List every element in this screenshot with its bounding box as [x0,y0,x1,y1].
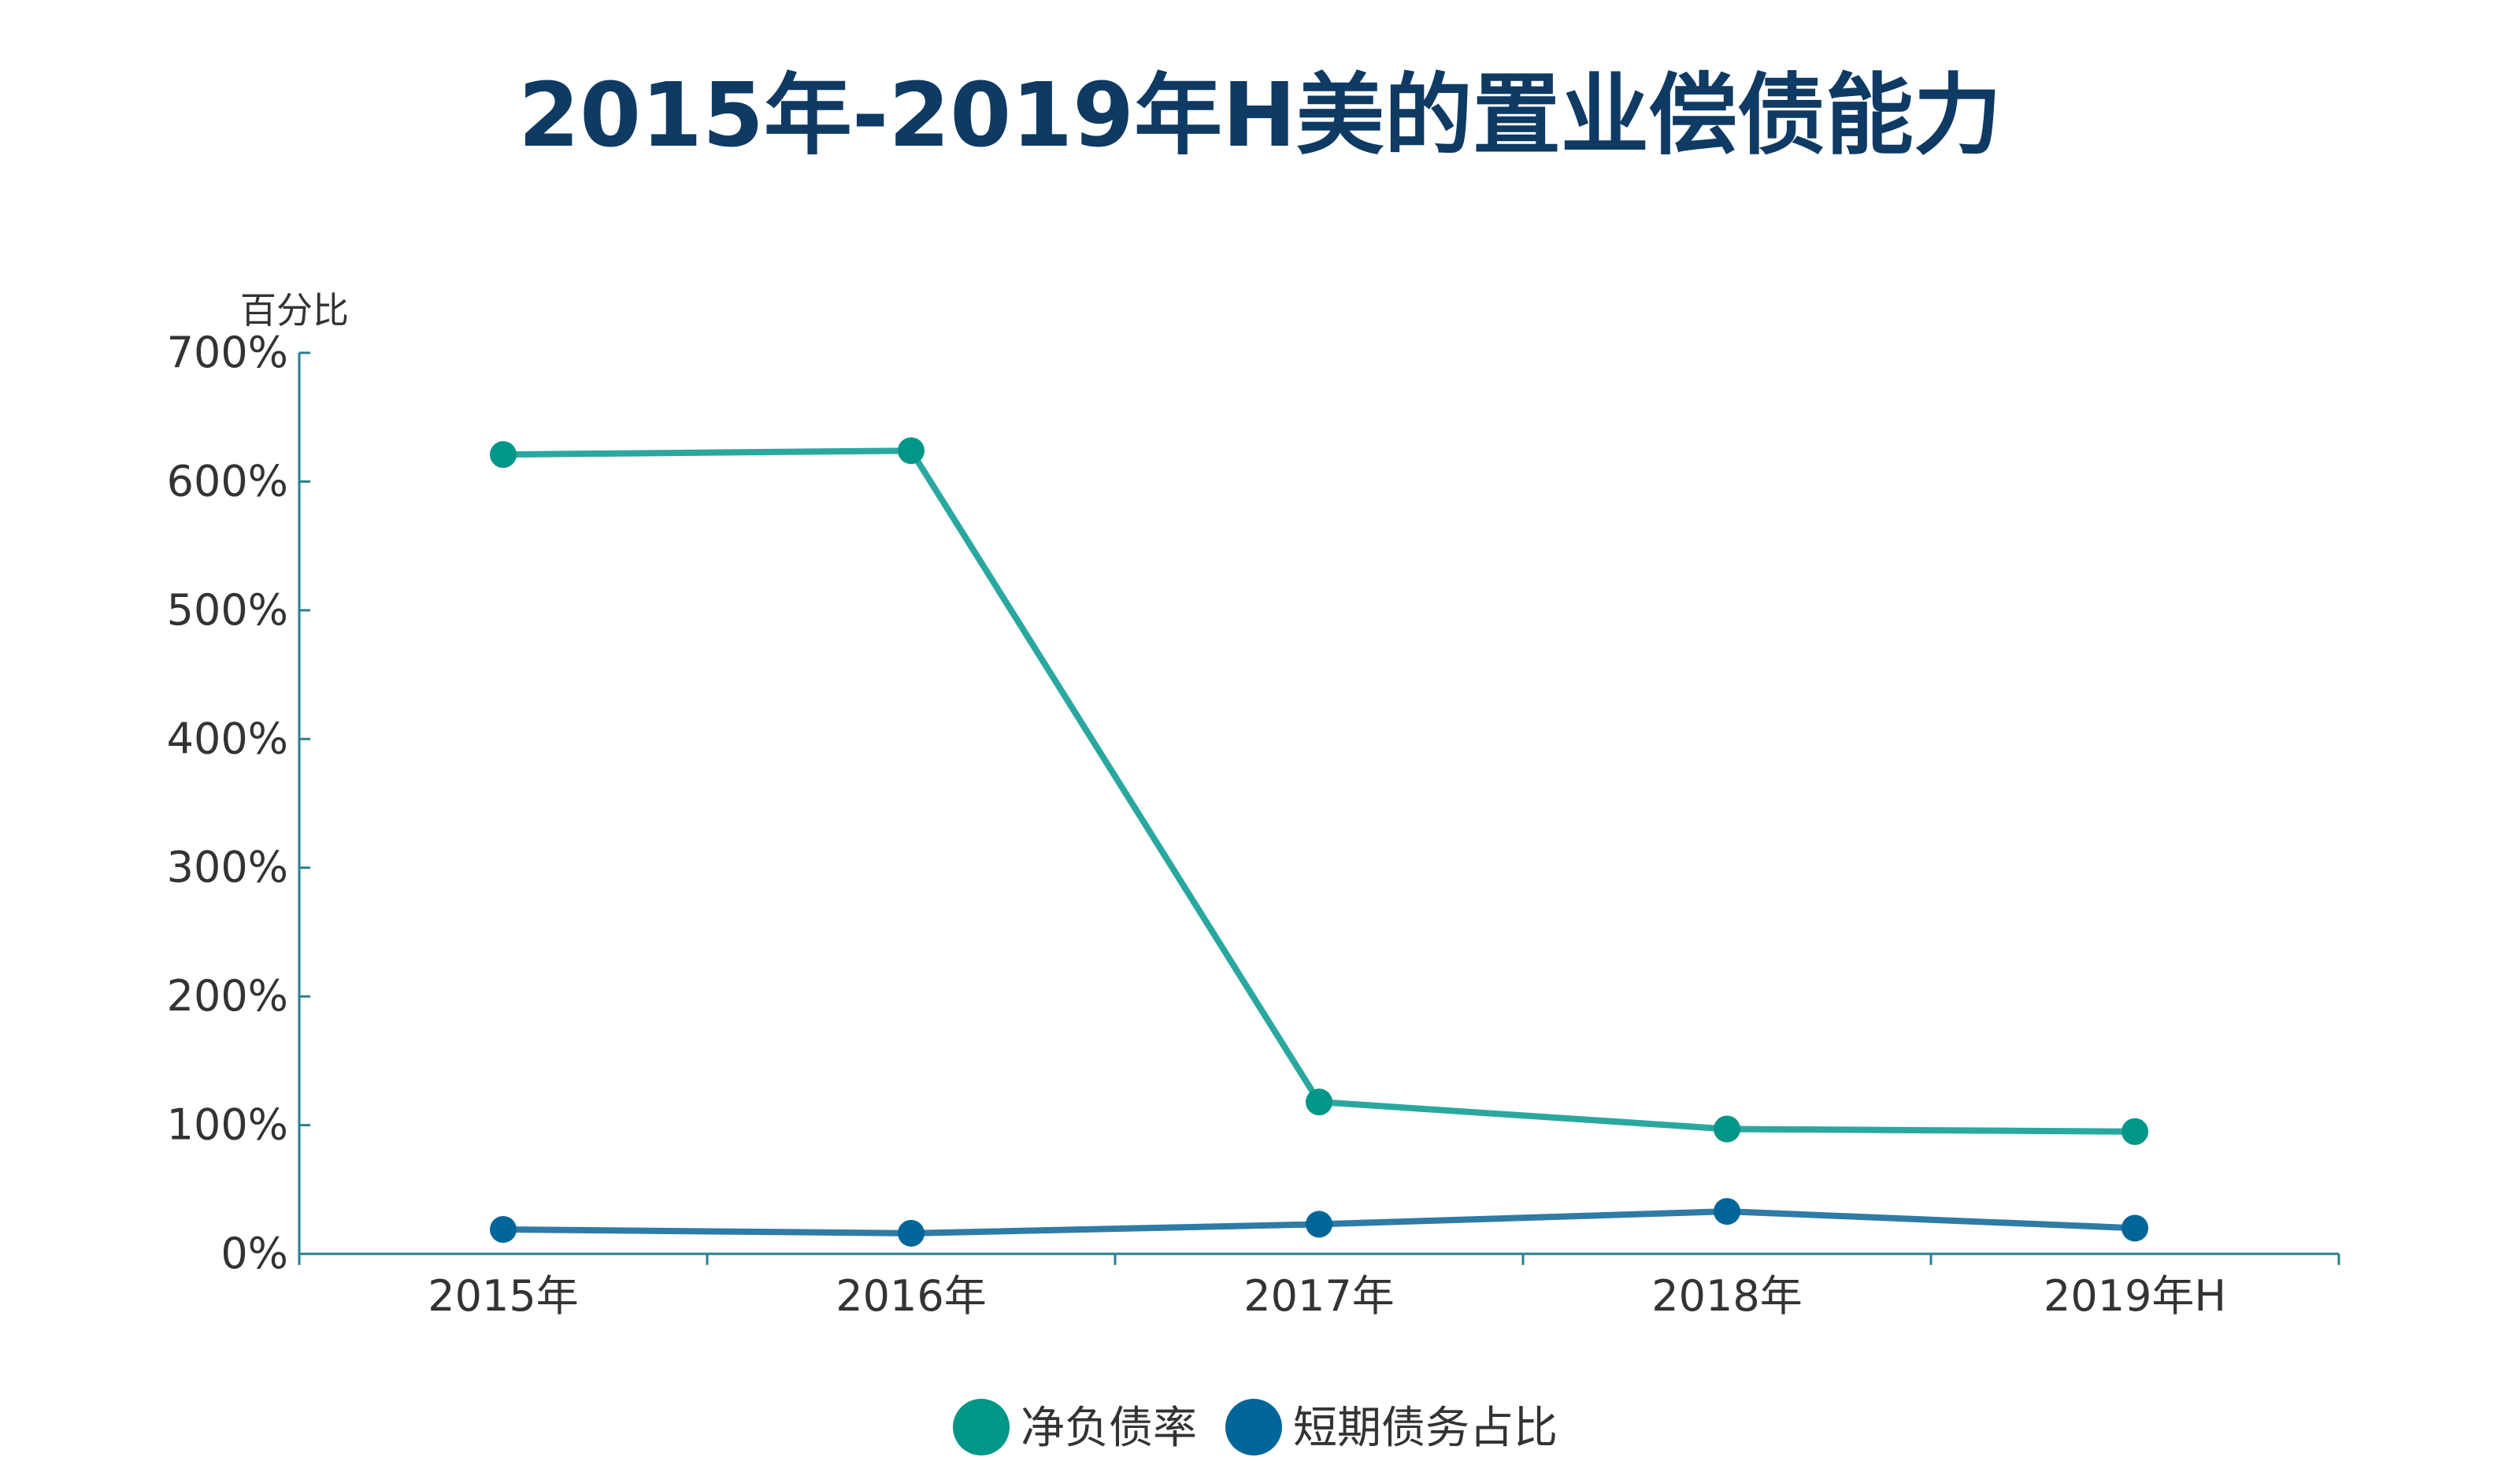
y-tick-label: 300% [167,843,288,892]
x-tick-label: 2016年 [836,1271,986,1321]
data-point [1306,1211,1332,1238]
y-tick-label: 100% [167,1100,288,1150]
legend-label: 净负债率 [1021,1403,1197,1454]
legend-marker [953,1399,1010,1455]
axes: 0% 100% 200% 300% 400% 500% 600% 700% 2015年 2016年… [167,328,2340,1321]
data-point [1714,1198,1740,1226]
data-point [898,437,925,465]
series-line [500,447,2138,1135]
y-tick-label: 400% [167,714,288,763]
series-1 [490,437,2148,1145]
data-point [898,1219,925,1247]
legend-marker [1225,1399,1282,1455]
data-point [2122,1214,2148,1242]
y-tick-label: 200% [167,971,288,1021]
data-point [1306,1088,1332,1116]
legend-label: 短期债务占比 [1293,1403,1558,1454]
chart-title: 2015年-2019年H美的置业偿债能力 [518,65,2002,167]
x-tick-label: 2015年 [428,1271,578,1321]
legend-item-2: 短期债务占比 [1225,1399,1558,1455]
x-tick-label: 2019年H [2044,1271,2226,1321]
series-2 [490,1198,2148,1247]
y-tick-label: 0% [220,1229,288,1278]
y-tick-label: 500% [167,585,288,635]
y-axis-label: 百分比 [240,289,349,332]
x-tick-label: 2018年 [1651,1271,1802,1321]
x-tick-label: 2017年 [1243,1271,1394,1321]
data-point [2122,1118,2148,1145]
legend-item-1: 净负债率 [953,1399,1197,1455]
data-point [1714,1115,1740,1143]
series-layer [490,437,2148,1247]
legend: 净负债率 短期债务占比 [953,1399,1558,1455]
data-point [490,441,517,469]
y-tick-label: 600% [167,456,288,506]
y-tick-label: 700% [167,328,288,377]
data-point [490,1215,517,1243]
